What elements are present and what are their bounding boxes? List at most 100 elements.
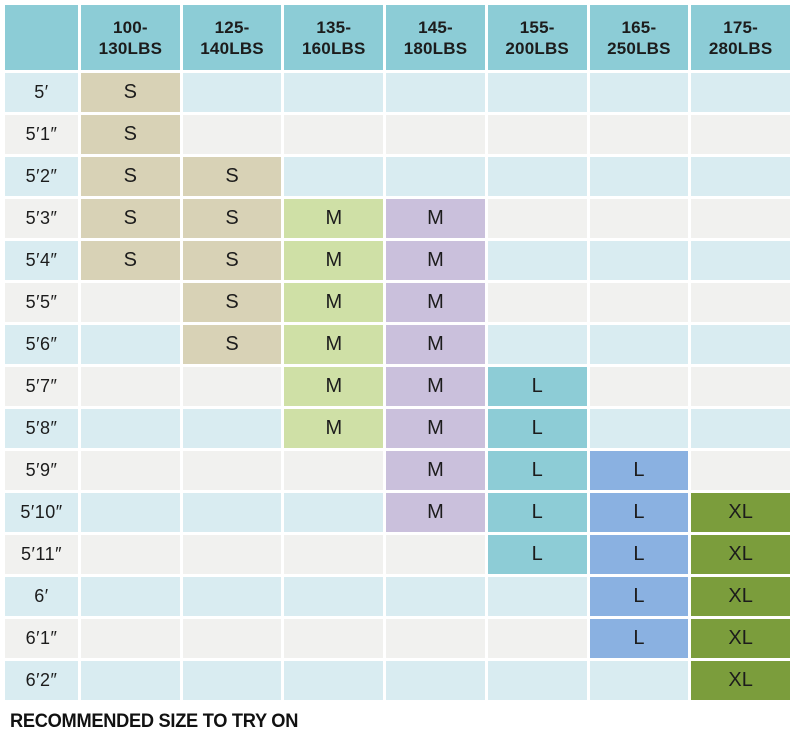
empty-cell (589, 367, 689, 406)
size-cell: S (182, 157, 282, 196)
empty-cell (487, 157, 587, 196)
size-cell: L (487, 451, 587, 490)
empty-cell (589, 199, 689, 238)
empty-cell (386, 73, 485, 112)
empty-cell (182, 619, 282, 658)
empty-cell (386, 157, 485, 196)
empty-cell (589, 325, 689, 364)
height-label: 6′1″ (5, 619, 78, 658)
size-cell: M (284, 199, 384, 238)
empty-cell (691, 367, 790, 406)
empty-cell (81, 451, 180, 490)
size-cell: M (386, 325, 485, 364)
empty-cell (284, 157, 384, 196)
size-cell: M (284, 283, 384, 322)
empty-cell (487, 115, 587, 154)
height-label: 5′4″ (5, 241, 78, 280)
empty-cell (284, 661, 384, 700)
size-cell: S (81, 199, 180, 238)
empty-cell (182, 493, 282, 532)
size-cell: M (284, 241, 384, 280)
empty-cell (81, 661, 180, 700)
height-label: 6′2″ (5, 661, 78, 700)
size-table: 100- 130LBS 125- 140LBS 135- 160LBS 145- 180LBS… (5, 5, 790, 700)
height-label: 5′ (5, 73, 78, 112)
height-label: 5′3″ (5, 199, 78, 238)
weight-range-header: 155- 200LBS (487, 5, 587, 70)
height-label: 5′11″ (5, 535, 78, 574)
weight-range-header: 135- 160LBS (284, 5, 384, 70)
empty-cell (284, 535, 384, 574)
weight-range-header: 165- 250LBS (589, 5, 689, 70)
empty-cell (182, 367, 282, 406)
empty-cell (81, 535, 180, 574)
size-cell: L (589, 577, 689, 616)
empty-cell (691, 157, 790, 196)
height-label: 5′10″ (5, 493, 78, 532)
empty-cell (589, 157, 689, 196)
size-cell: M (386, 367, 485, 406)
height-label: 5′9″ (5, 451, 78, 490)
empty-cell (691, 283, 790, 322)
size-cell: L (487, 367, 587, 406)
empty-cell (691, 241, 790, 280)
empty-cell (81, 283, 180, 322)
height-label: 5′8″ (5, 409, 78, 448)
size-cell: M (386, 493, 485, 532)
size-cell: S (81, 73, 180, 112)
empty-cell (487, 619, 587, 658)
empty-cell (81, 619, 180, 658)
size-cell: M (386, 241, 485, 280)
empty-cell (81, 409, 180, 448)
empty-cell (487, 199, 587, 238)
empty-cell (691, 199, 790, 238)
size-cell: S (182, 241, 282, 280)
weight-range-header: 175- 280LBS (691, 5, 790, 70)
empty-cell (487, 577, 587, 616)
empty-cell (691, 115, 790, 154)
empty-cell (182, 451, 282, 490)
empty-cell (182, 535, 282, 574)
empty-cell (81, 325, 180, 364)
height-label: 5′7″ (5, 367, 78, 406)
empty-cell (487, 73, 587, 112)
empty-cell (81, 577, 180, 616)
empty-cell (182, 409, 282, 448)
size-cell: L (589, 451, 689, 490)
empty-cell (182, 73, 282, 112)
size-cell: S (182, 283, 282, 322)
empty-cell (691, 451, 790, 490)
empty-cell (284, 577, 384, 616)
size-cell: L (487, 409, 587, 448)
size-cell: L (487, 535, 587, 574)
height-label: 5′5″ (5, 283, 78, 322)
size-cell: S (81, 115, 180, 154)
size-cell: M (284, 409, 384, 448)
weight-range-header: 145- 180LBS (386, 5, 485, 70)
corner-cell (5, 5, 78, 70)
empty-cell (284, 451, 384, 490)
height-label: 5′1″ (5, 115, 78, 154)
size-cell: M (386, 283, 485, 322)
empty-cell (182, 577, 282, 616)
size-cell: XL (691, 493, 790, 532)
empty-cell (81, 367, 180, 406)
empty-cell (284, 619, 384, 658)
size-cell: M (284, 367, 384, 406)
size-cell: XL (691, 535, 790, 574)
empty-cell (284, 73, 384, 112)
empty-cell (691, 409, 790, 448)
size-cell: L (589, 493, 689, 532)
empty-cell (386, 661, 485, 700)
weight-range-header: 100- 130LBS (81, 5, 180, 70)
size-cell: L (589, 619, 689, 658)
empty-cell (589, 73, 689, 112)
size-cell: L (589, 535, 689, 574)
empty-cell (284, 493, 384, 532)
empty-cell (487, 241, 587, 280)
empty-cell (691, 325, 790, 364)
size-cell: M (386, 409, 485, 448)
empty-cell (487, 283, 587, 322)
height-label: 5′6″ (5, 325, 78, 364)
